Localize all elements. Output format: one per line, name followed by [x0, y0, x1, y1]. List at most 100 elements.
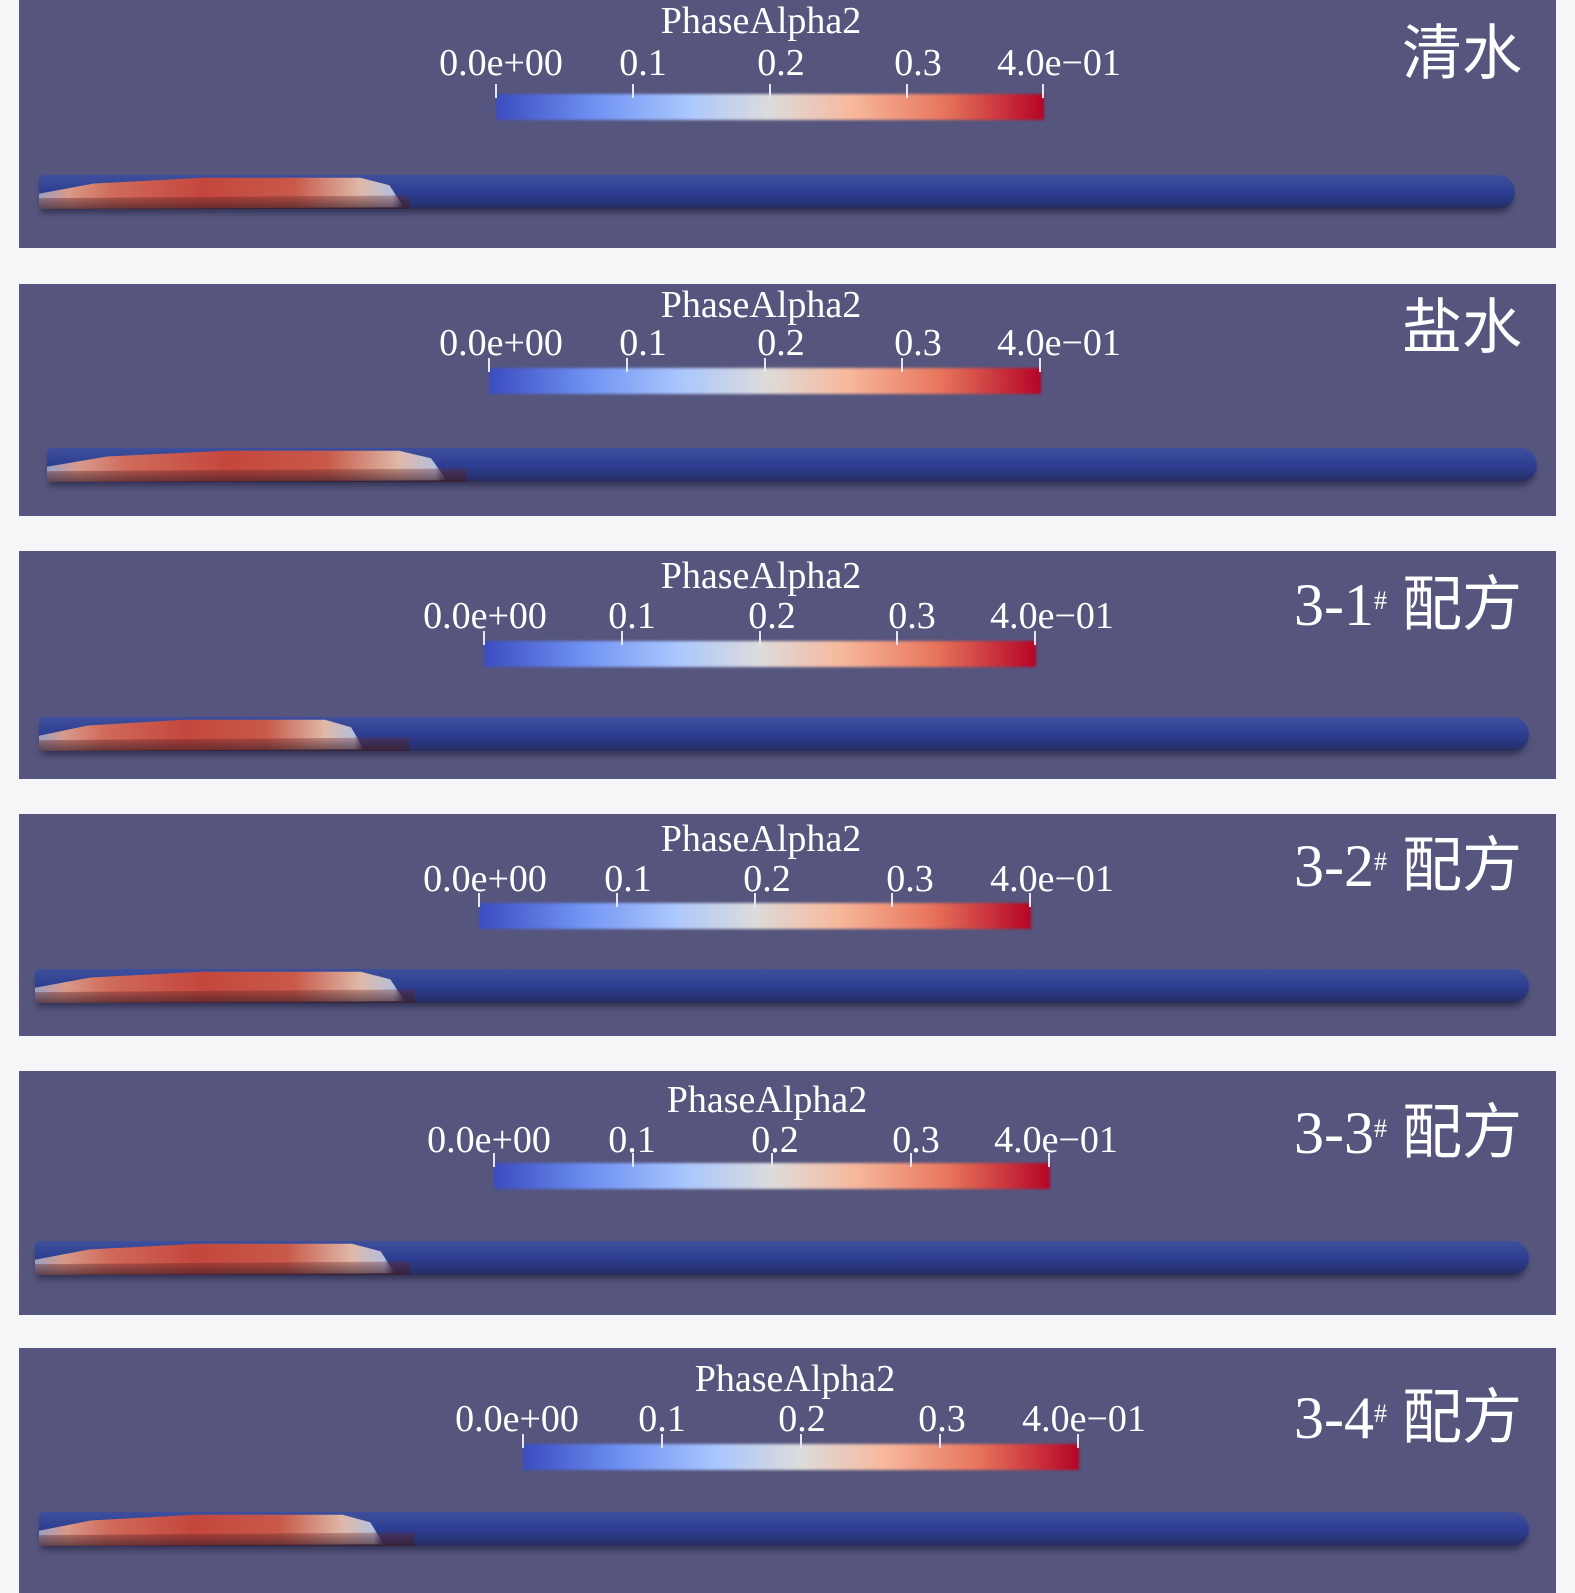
tick-label: 4.0e−01 — [990, 595, 1114, 637]
case-label-suffix: 配方 — [1402, 572, 1522, 638]
colorbar — [496, 94, 1044, 120]
fluid-shade — [35, 989, 415, 1003]
colorbar-legend: PhaseAlpha2 0.0e+00 0.1 0.2 0.3 4.0e−01 — [19, 0, 1556, 248]
case-label-suffix: 配方 — [1402, 833, 1522, 899]
tick-label: 0.2 — [757, 42, 805, 84]
case-label: 3-2# 配方 — [1294, 836, 1522, 896]
panel-formula-3-1: PhaseAlpha2 0.0e+00 0.1 0.2 0.3 4.0e−01 … — [19, 551, 1556, 779]
channel-field — [35, 969, 1529, 1003]
fluid-shade — [35, 1261, 410, 1275]
case-label-mark: # — [1374, 1399, 1387, 1428]
colorbar — [494, 1163, 1050, 1189]
tick-label: 0.0e+00 — [439, 42, 563, 84]
tick-label: 0.1 — [608, 595, 656, 637]
tick-label: 0.3 — [886, 858, 934, 900]
tick-label: 0.1 — [638, 1398, 686, 1440]
tick-label: 0.1 — [604, 858, 652, 900]
tick-mark — [1048, 1153, 1050, 1167]
tick-label: 0.0e+00 — [423, 595, 547, 637]
colorbar-title: PhaseAlpha2 — [660, 555, 862, 597]
channel-field — [39, 1512, 1529, 1546]
colorbar-title: PhaseAlpha2 — [660, 284, 862, 326]
colorbar-legend: PhaseAlpha2 0.0e+00 0.1 0.2 0.3 4.0e−01 — [19, 1071, 1556, 1315]
tick-label: 4.0e−01 — [990, 858, 1114, 900]
channel-field — [39, 175, 1515, 209]
tick-mark — [800, 1434, 802, 1448]
tick-label: 0.2 — [778, 1398, 826, 1440]
tick-mark — [1042, 84, 1044, 98]
tick-mark — [626, 358, 628, 372]
tick-mark — [632, 1153, 634, 1167]
tick-mark — [891, 893, 893, 907]
case-label-text: 盐水 — [1402, 295, 1522, 361]
colorbar-title: PhaseAlpha2 — [694, 1358, 896, 1400]
case-label-text: 3-2 — [1294, 833, 1374, 899]
tick-label: 0.0e+00 — [427, 1119, 551, 1161]
tick-label: 4.0e−01 — [994, 1119, 1118, 1161]
tick-mark — [771, 1153, 773, 1167]
tick-mark — [478, 893, 480, 907]
tick-mark — [495, 84, 497, 98]
case-label-mark: # — [1374, 586, 1387, 615]
tick-mark — [939, 1434, 941, 1448]
panel-clean-water: PhaseAlpha2 0.0e+00 0.1 0.2 0.3 4.0e−01 … — [19, 0, 1556, 248]
colorbar-legend: PhaseAlpha2 0.0e+00 0.1 0.2 0.3 4.0e−01 — [19, 284, 1556, 516]
tick-label: 0.0e+00 — [455, 1398, 579, 1440]
tick-mark — [1029, 893, 1031, 907]
tick-label: 0.3 — [894, 322, 942, 364]
tick-label: 4.0e−01 — [1022, 1398, 1146, 1440]
tick-label: 0.3 — [892, 1119, 940, 1161]
tick-mark — [759, 631, 761, 645]
channel-field — [35, 1241, 1529, 1275]
tick-label: 0.0e+00 — [439, 322, 563, 364]
tick-mark — [488, 358, 490, 372]
colorbar — [523, 1444, 1079, 1470]
colorbar-title: PhaseAlpha2 — [666, 1079, 868, 1121]
tick-mark — [1039, 358, 1041, 372]
tick-label: 0.3 — [888, 595, 936, 637]
tick-mark — [901, 358, 903, 372]
tick-mark — [632, 84, 634, 98]
case-label-mark: # — [1374, 847, 1387, 876]
tick-label: 0.2 — [743, 858, 791, 900]
tick-label: 0.1 — [619, 322, 667, 364]
tick-label: 0.2 — [748, 595, 796, 637]
panel-formula-3-2: PhaseAlpha2 0.0e+00 0.1 0.2 0.3 4.0e−01 … — [19, 814, 1556, 1036]
colorbar-legend: PhaseAlpha2 0.0e+00 0.1 0.2 0.3 4.0e−01 — [19, 814, 1556, 1036]
case-label: 3-3# 配方 — [1294, 1103, 1522, 1163]
tick-mark — [764, 358, 766, 372]
colorbar — [489, 368, 1041, 394]
tick-mark — [661, 1434, 663, 1448]
case-label-text: 3-1 — [1294, 572, 1374, 638]
colorbar — [484, 641, 1036, 667]
tick-mark — [522, 1434, 524, 1448]
tick-label: 4.0e−01 — [997, 322, 1121, 364]
tick-label: 0.1 — [608, 1119, 656, 1161]
tick-mark — [621, 631, 623, 645]
tick-mark — [896, 631, 898, 645]
channel-field — [39, 717, 1529, 751]
tick-mark — [769, 84, 771, 98]
fluid-shade — [39, 195, 409, 209]
channel-field — [47, 448, 1537, 482]
case-label-suffix: 配方 — [1402, 1385, 1522, 1451]
case-label-text: 清水 — [1402, 21, 1522, 87]
case-label: 清水 — [1402, 24, 1522, 84]
case-label: 3-4# 配方 — [1294, 1388, 1522, 1448]
tick-label: 0.2 — [757, 322, 805, 364]
panel-formula-3-4: PhaseAlpha2 0.0e+00 0.1 0.2 0.3 4.0e−01 … — [19, 1348, 1556, 1593]
fluid-shade — [39, 1532, 414, 1546]
tick-label: 0.3 — [918, 1398, 966, 1440]
case-label: 盐水 — [1402, 298, 1522, 358]
tick-label: 0.3 — [894, 42, 942, 84]
panel-salt-water: PhaseAlpha2 0.0e+00 0.1 0.2 0.3 4.0e−01 … — [19, 284, 1556, 516]
tick-label: 4.0e−01 — [997, 42, 1121, 84]
tick-label: 0.1 — [619, 42, 667, 84]
tick-label: 0.0e+00 — [423, 858, 547, 900]
tick-mark — [910, 1153, 912, 1167]
colorbar — [479, 903, 1031, 929]
case-label-text: 3-4 — [1294, 1385, 1374, 1451]
fluid-shade — [47, 468, 467, 482]
colorbar-legend: PhaseAlpha2 0.0e+00 0.1 0.2 0.3 4.0e−01 — [19, 1348, 1556, 1593]
tick-mark — [1077, 1434, 1079, 1448]
